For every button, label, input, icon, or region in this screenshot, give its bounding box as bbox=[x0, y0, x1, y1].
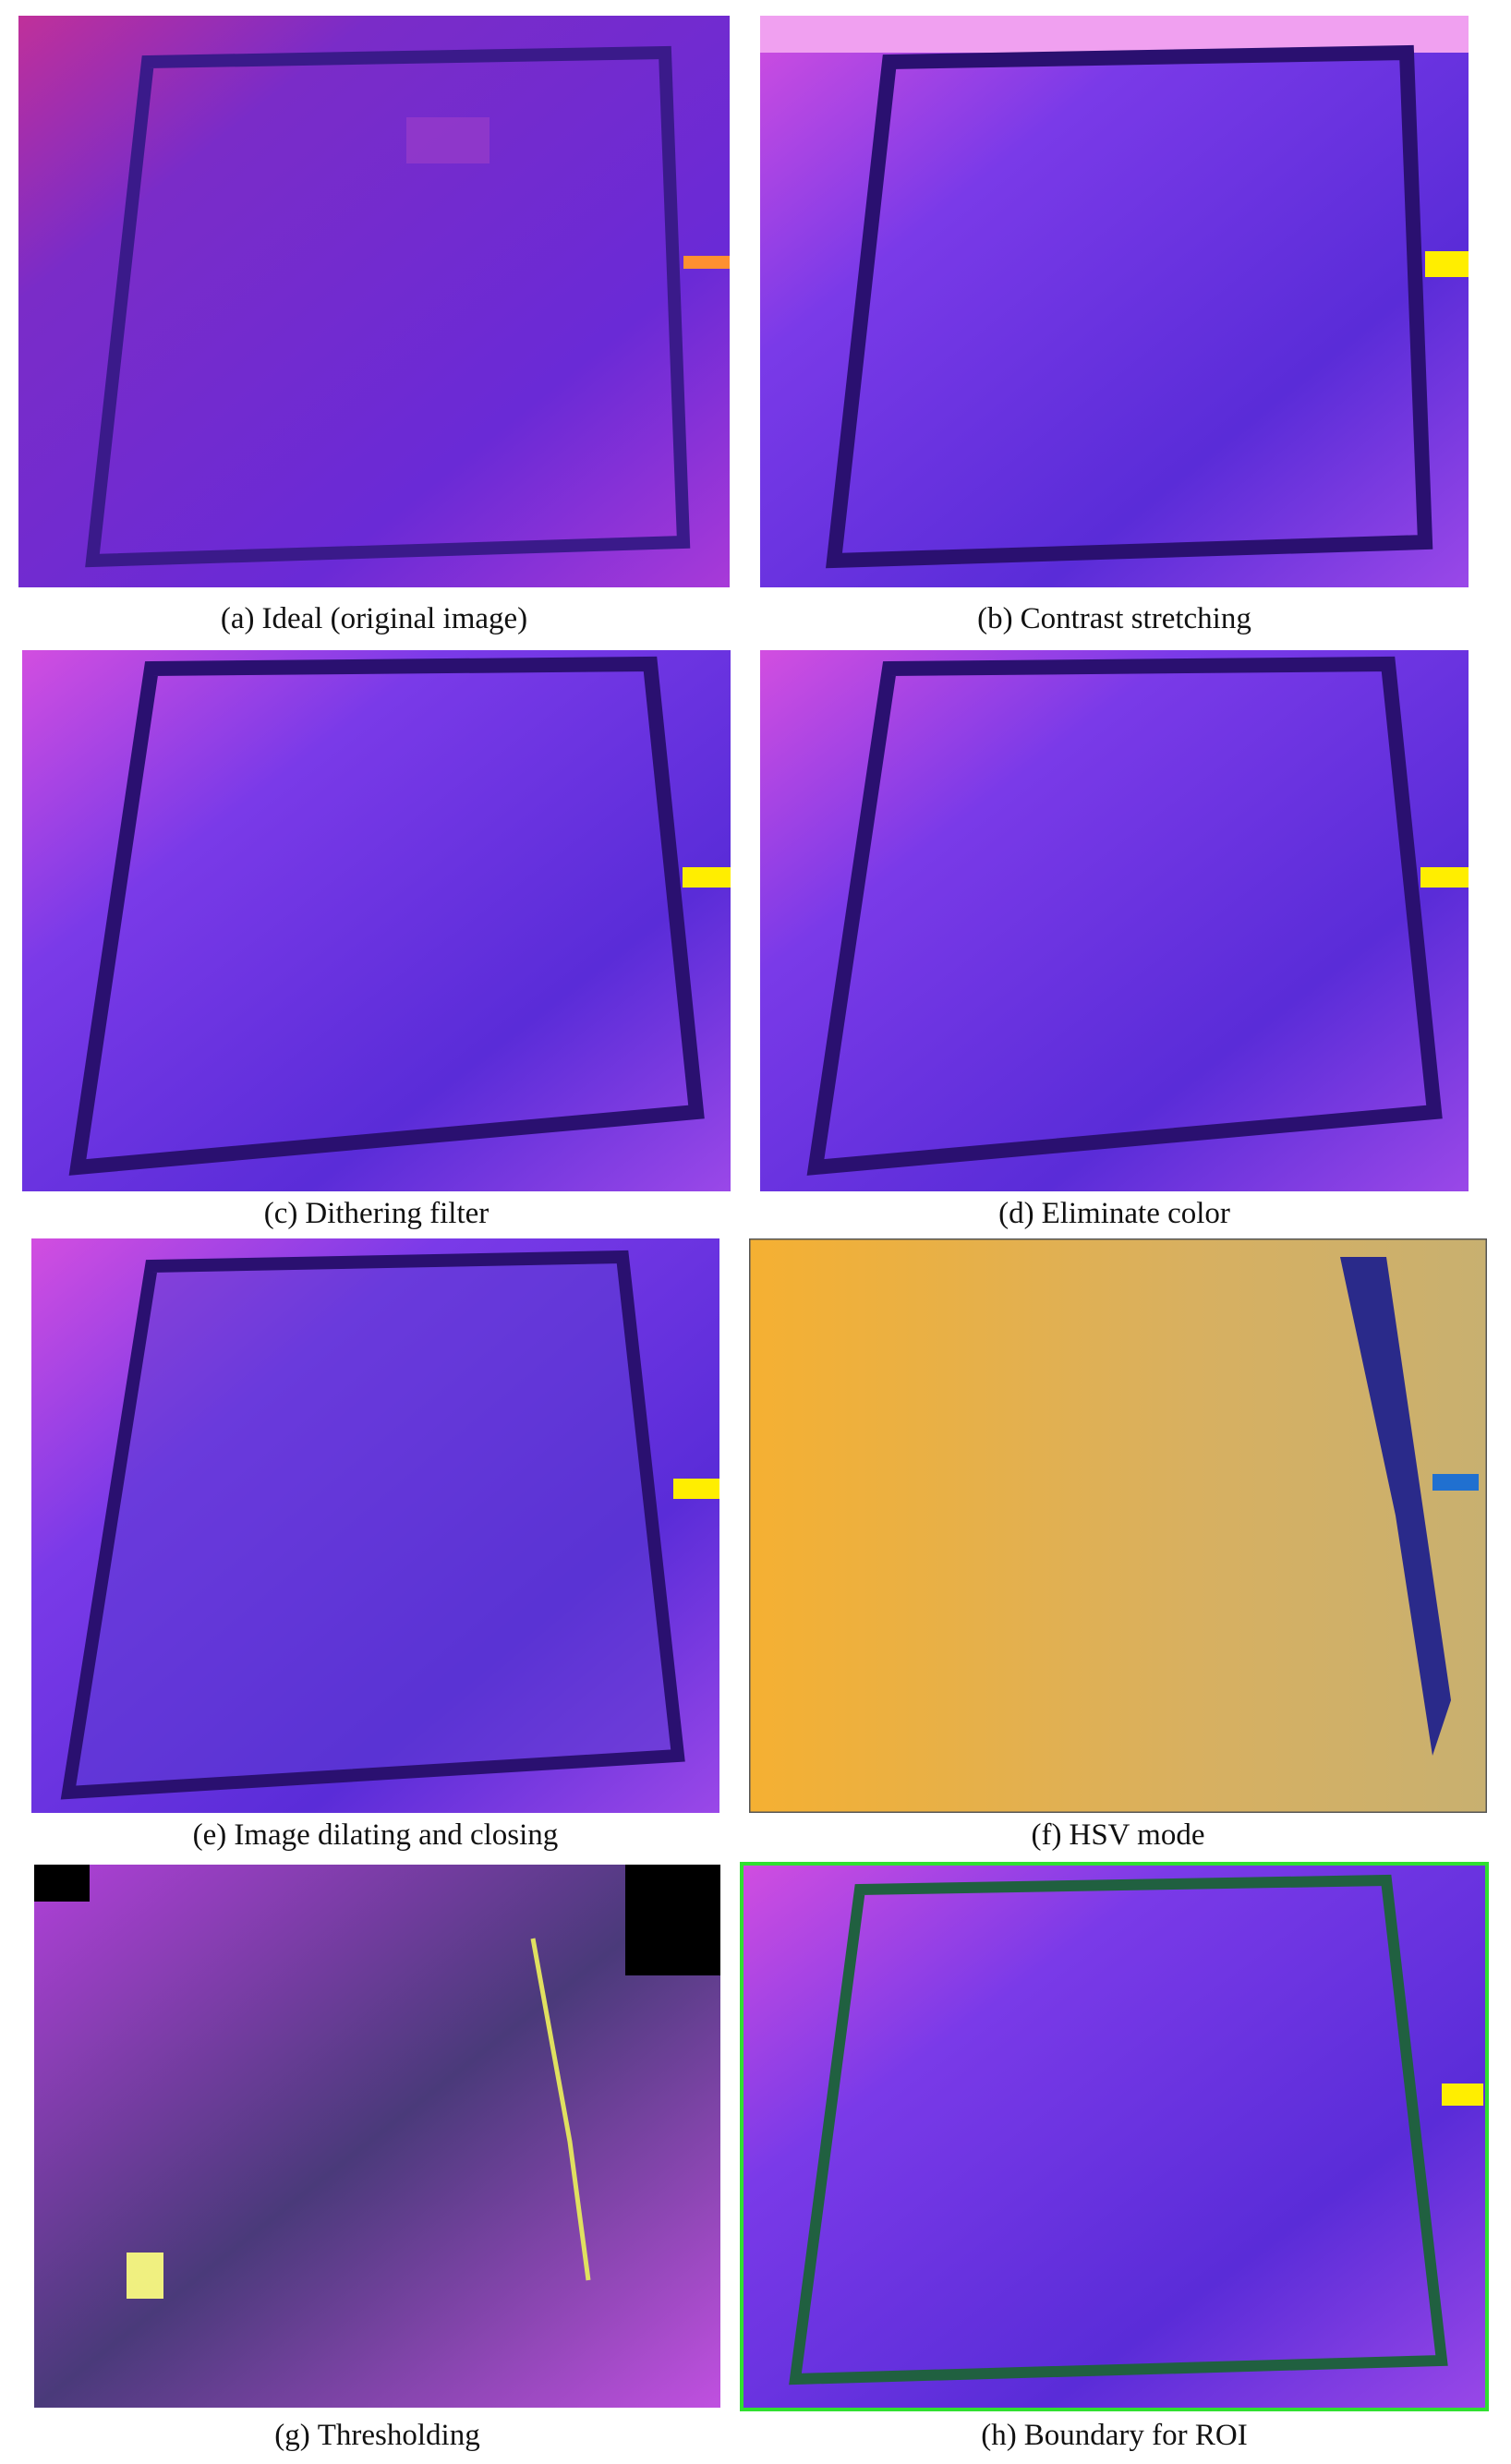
caption-a: (a) Ideal (original image) bbox=[18, 602, 730, 636]
image-e bbox=[31, 1238, 719, 1813]
panel-label: (a) bbox=[220, 602, 255, 635]
image-b bbox=[760, 16, 1469, 587]
caption-text: Thresholding bbox=[317, 2419, 480, 2452]
image bbox=[749, 1238, 1487, 1813]
image-a bbox=[18, 16, 730, 587]
caption-f: (f) HSV mode bbox=[749, 1818, 1487, 1853]
caption-b: (b) Contrast stretching bbox=[760, 602, 1469, 636]
image bbox=[22, 650, 731, 1191]
image-c bbox=[22, 650, 731, 1191]
caption-g: (g) Thresholding bbox=[34, 2419, 720, 2453]
caption-c: (c) Dithering filter bbox=[22, 1197, 731, 1231]
image bbox=[18, 16, 730, 587]
caption-text: Boundary for ROI bbox=[1023, 2419, 1248, 2452]
caption-text: Dithering filter bbox=[305, 1197, 490, 1230]
caption-text: Image dilating and closing bbox=[234, 1818, 559, 1852]
caption-h: (h) Boundary for ROI bbox=[740, 2419, 1489, 2453]
caption-text: Contrast stretching bbox=[1020, 602, 1251, 635]
image bbox=[31, 1238, 719, 1813]
panel-label: (g) bbox=[274, 2419, 310, 2452]
caption-text: HSV mode bbox=[1069, 1818, 1205, 1852]
panel-label: (b) bbox=[977, 602, 1013, 635]
panel-label: (d) bbox=[998, 1197, 1034, 1230]
panel-label: (c) bbox=[263, 1197, 298, 1230]
panel-label: (f) bbox=[1031, 1818, 1062, 1852]
image bbox=[760, 650, 1469, 1191]
caption-text: Eliminate color bbox=[1041, 1197, 1230, 1230]
caption-e: (e) Image dilating and closing bbox=[31, 1818, 719, 1853]
caption-text: Ideal (original image) bbox=[261, 602, 528, 635]
image-g bbox=[34, 1865, 720, 2408]
image-f bbox=[749, 1238, 1487, 1813]
image bbox=[760, 16, 1469, 587]
caption-d: (d) Eliminate color bbox=[760, 1197, 1469, 1231]
panel-label: (h) bbox=[981, 2419, 1017, 2452]
image bbox=[740, 1862, 1489, 2411]
image-h bbox=[740, 1862, 1489, 2411]
image bbox=[34, 1865, 720, 2408]
panel-label: (e) bbox=[192, 1818, 227, 1852]
image-d bbox=[760, 650, 1469, 1191]
